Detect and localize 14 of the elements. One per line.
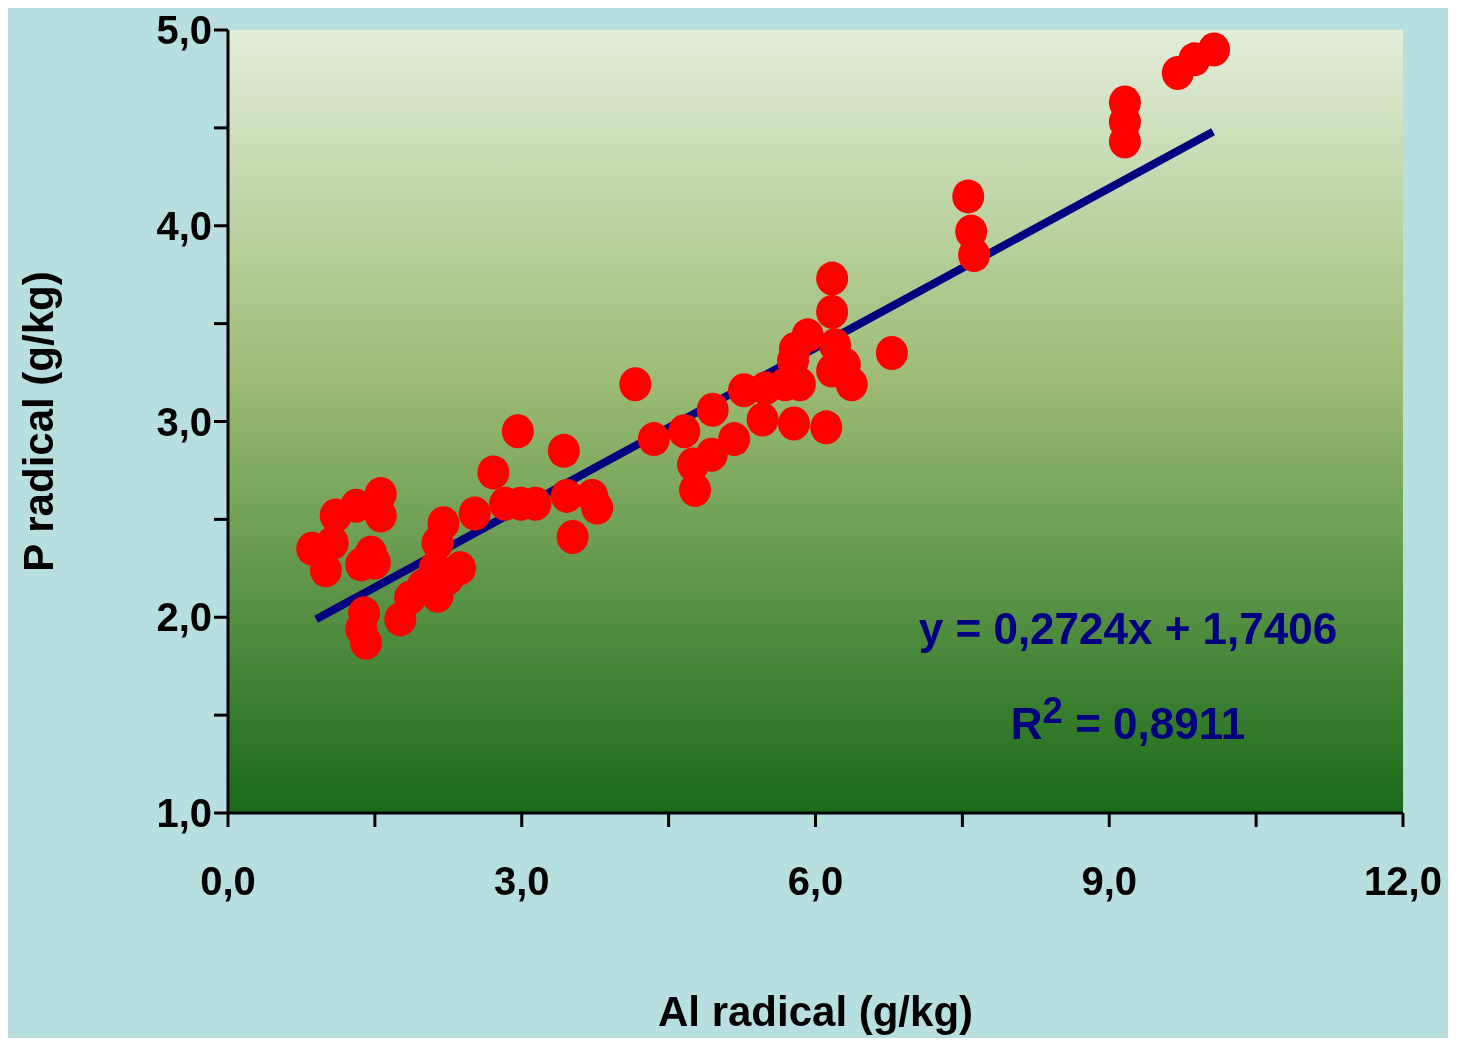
x-tick-label: 3,0 xyxy=(493,859,550,904)
x-tick-label: 6,0 xyxy=(787,859,844,904)
y-tick-label: 1,0 xyxy=(156,791,212,836)
y-axis-title: P radical (g/kg) xyxy=(14,271,62,572)
x-tick-label: 0,0 xyxy=(200,859,256,904)
y-tick-label: 3,0 xyxy=(156,399,212,444)
y-tick-label: 4,0 xyxy=(156,203,212,248)
y-tick-label: 2,0 xyxy=(156,595,212,640)
annotation: R$^{2}$ = 0,8911 xyxy=(1009,689,1247,750)
x-tick-label: 12,0 xyxy=(1364,859,1442,904)
x-tick-label: 9,0 xyxy=(1081,859,1138,904)
annotation: y = 0,2724x + 1,7406 xyxy=(917,603,1339,655)
x-axis-title: Al radical (g/kg) xyxy=(657,988,974,1035)
y-tick-label: 5,0 xyxy=(156,8,212,53)
